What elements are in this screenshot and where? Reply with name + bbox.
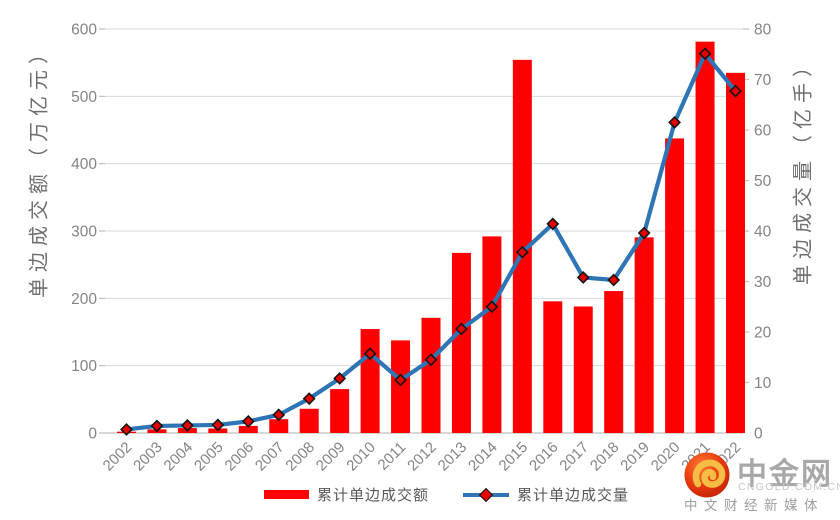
x-label-2006: 2006 <box>222 439 258 475</box>
logo-tagline: 中文财经新媒体 <box>684 498 824 513</box>
x-label-2007: 2007 <box>252 439 288 475</box>
bar-2019 <box>634 237 654 433</box>
right-axis-title: 单边成交量（亿手） <box>792 51 815 285</box>
x-label-2016: 2016 <box>526 439 562 475</box>
svg-text:20: 20 <box>754 325 772 342</box>
marker-2021 <box>698 47 712 61</box>
left-axis-labels: 0 100 200 300 400 500 600 <box>71 22 97 443</box>
marker-2020 <box>668 115 682 129</box>
cngold-logo-icon <box>684 452 730 498</box>
x-label-2005: 2005 <box>191 439 227 475</box>
svg-text:100: 100 <box>71 358 97 375</box>
svg-text:500: 500 <box>71 89 97 106</box>
svg-text:0: 0 <box>88 426 97 443</box>
marker-2017 <box>576 271 590 284</box>
svg-text:10: 10 <box>754 375 772 392</box>
bar-2006 <box>238 425 258 433</box>
x-label-2020: 2020 <box>648 439 684 475</box>
svg-text:600: 600 <box>71 22 97 39</box>
cngold-watermark: 中金网 CNGOLD.COM.CN 中文财经新媒体 <box>681 448 840 516</box>
marker-2007 <box>272 408 286 422</box>
x-label-2004: 2004 <box>161 439 197 475</box>
marker-2018 <box>607 273 621 287</box>
x-label-2013: 2013 <box>435 439 471 475</box>
x-label-2019: 2019 <box>617 439 653 475</box>
logo-name: 中金网 <box>737 458 833 491</box>
marker-2002 <box>120 423 133 436</box>
svg-text:30: 30 <box>754 274 772 291</box>
x-label-2015: 2015 <box>496 439 532 475</box>
bar-series-swatch <box>264 490 309 499</box>
bar-2014 <box>482 236 502 433</box>
bar-2021 <box>695 41 715 434</box>
legend-label-volume: 累计单边成交量 <box>517 487 630 504</box>
bar-series-turnover <box>117 41 745 434</box>
line-series-volume <box>120 47 742 436</box>
svg-text:40: 40 <box>754 224 772 241</box>
bar-2012 <box>421 317 441 433</box>
bar-2008 <box>299 408 319 433</box>
marker-2015 <box>515 245 529 259</box>
marker-2010 <box>363 347 377 361</box>
svg-text:60: 60 <box>754 123 772 140</box>
svg-text:0: 0 <box>754 426 763 443</box>
marker-2019 <box>637 226 651 240</box>
bar-2020 <box>665 138 685 433</box>
diamond-marker-icon <box>478 487 494 502</box>
marker-2022 <box>729 84 742 98</box>
bar-2009 <box>330 389 350 433</box>
x-label-2011: 2011 <box>375 439 410 474</box>
marker-2014 <box>485 300 499 314</box>
svg-text:300: 300 <box>71 224 97 241</box>
bar-2018 <box>604 291 624 433</box>
svg-text:200: 200 <box>71 291 97 308</box>
x-label-2014: 2014 <box>465 439 501 475</box>
marker-2004 <box>180 418 194 432</box>
x-label-2003: 2003 <box>130 439 166 475</box>
bar-2011 <box>391 340 411 433</box>
line-series-swatch <box>463 487 510 502</box>
marker-2005 <box>211 418 225 432</box>
right-axis-labels: 0 10 20 30 40 50 60 70 80 <box>754 22 772 443</box>
marker-2008 <box>302 392 316 406</box>
bar-2017 <box>573 306 593 433</box>
x-label-2018: 2018 <box>587 439 623 475</box>
legend-item-turnover: 累计单边成交额 <box>264 484 429 505</box>
bar-2016 <box>543 301 563 433</box>
logo-domain: CNGOLD.COM.CN <box>738 481 840 493</box>
marker-2003 <box>150 419 164 433</box>
svg-text:80: 80 <box>754 22 772 39</box>
bar-2007 <box>269 419 289 433</box>
marker-2006 <box>241 414 255 428</box>
tick-marks <box>99 28 749 434</box>
x-label-2017: 2017 <box>556 439 592 475</box>
legend-item-volume: 累计单边成交量 <box>463 484 629 505</box>
x-label-2002: 2002 <box>100 439 136 475</box>
legend-label-turnover: 累计单边成交额 <box>317 487 430 504</box>
marker-2011 <box>394 373 407 387</box>
legend: 累计单边成交额 累计单边成交量 <box>264 484 629 505</box>
x-label-2012: 2012 <box>404 439 440 475</box>
marker-2013 <box>455 322 468 336</box>
bar-2013 <box>451 252 471 433</box>
x-axis-labels: 2002200320042005200620072008200920102011… <box>100 439 745 475</box>
marker-2016 <box>546 217 560 231</box>
marker-2009 <box>333 372 347 385</box>
left-axis-title: 单边成交额（万亿元） <box>28 38 51 298</box>
svg-text:400: 400 <box>71 156 97 173</box>
x-label-2009: 2009 <box>313 439 349 475</box>
svg-text:70: 70 <box>754 72 772 89</box>
x-label-2010: 2010 <box>343 439 379 475</box>
bar-2022 <box>726 72 745 434</box>
svg-text:50: 50 <box>754 173 772 190</box>
marker-2012 <box>424 353 438 367</box>
x-label-2008: 2008 <box>282 439 318 475</box>
bar-2010 <box>360 329 380 433</box>
